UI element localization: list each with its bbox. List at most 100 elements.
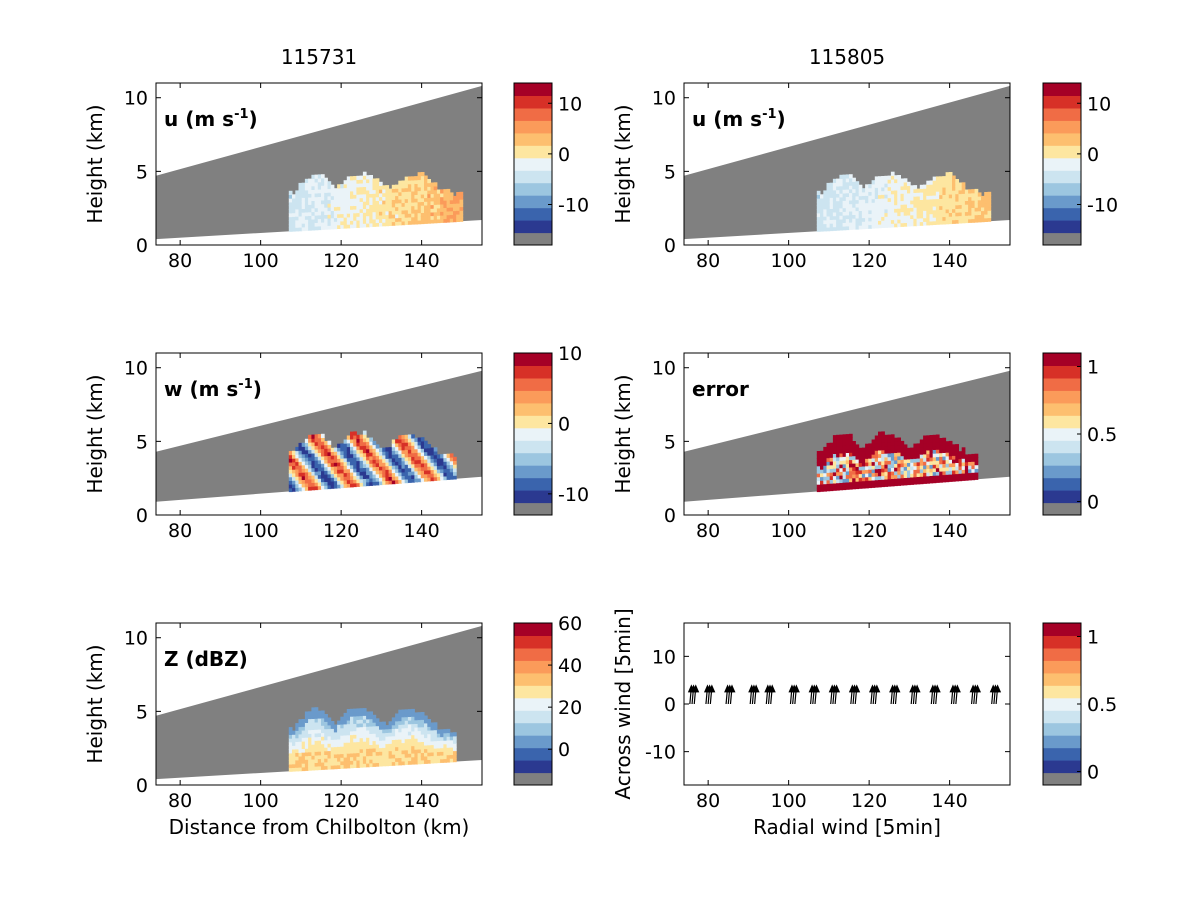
echo-cell [836,211,840,216]
echo-cell [288,476,293,481]
echo-cell [832,182,837,187]
echo-cell [903,218,908,223]
echo-cell [923,217,927,222]
echo-cell [952,462,956,467]
echo-cell [330,195,335,200]
echo-cell [958,200,963,206]
echo-cell [298,487,303,492]
echo-cell [894,182,898,187]
echo-cell [826,197,831,202]
echo-cell [414,456,419,461]
echo-cell [401,180,406,185]
echo-cell [395,746,399,751]
echo-cell [839,467,844,472]
echo-cell [440,729,444,734]
echo-cell [375,722,380,727]
echo-cell [424,759,428,764]
echo-cell [327,225,332,230]
colorbar-segment [514,95,552,109]
echo-cell [826,216,831,221]
echo-cell [308,740,312,745]
echo-cell [301,483,306,488]
echo-cell [314,733,319,738]
echo-cell [430,733,435,738]
echo-cell [350,176,354,181]
echo-cell [391,199,396,204]
echo-cell [304,471,309,477]
echo-cell [948,194,953,199]
echo-cell [327,724,332,730]
echo-cell [861,477,866,482]
echo-cell [919,199,924,204]
echo-cell [919,472,924,477]
echo-cell [295,759,299,765]
wind-arrow-head [913,684,921,693]
echo-cell [890,434,895,439]
echo-cell [317,437,322,442]
echo-cell [288,223,293,229]
echo-cell [929,435,934,440]
echo-cell [865,443,869,448]
echo-cell [369,762,373,768]
echo-cell [308,729,312,734]
echo-cell [391,761,396,766]
echo-cell [401,716,406,721]
echo-cell [849,207,853,212]
echo-cell [369,755,373,760]
echo-cell [340,187,344,192]
echo-cell [446,211,451,216]
colorbar-segment [1043,220,1081,234]
echo-cell [417,478,422,483]
echo-cell [433,755,438,760]
echo-cell [382,192,386,197]
echo-cell [443,729,448,734]
echo-cell [314,445,319,450]
echo-cell [894,456,898,461]
colorbar-tick-label: 60 [558,613,582,635]
echo-cell [948,186,953,191]
echo-cell [907,181,911,186]
echo-cell [845,185,850,190]
echo-cell [958,186,963,191]
y-tick-label: 0 [136,235,148,257]
echo-cell [427,215,431,220]
echo-cell [324,188,328,193]
echo-cell [369,178,373,183]
echo-cell [900,466,905,471]
echo-cell [317,181,322,186]
echo-cell [295,763,299,768]
echo-cell [327,732,332,737]
echo-cell [839,218,844,224]
echo-cell [981,199,985,204]
echo-cell [948,219,953,225]
echo-cell [842,189,847,194]
echo-cell [350,179,354,185]
echo-cell [832,197,837,202]
echo-cell [362,726,367,731]
echo-cell [939,445,943,450]
echo-cell [292,458,296,463]
echo-cell [919,184,924,189]
echo-cell [816,487,821,493]
echo-cell [453,210,457,215]
echo-cell [913,465,918,470]
echo-cell [427,462,431,467]
echo-cell [353,741,357,746]
echo-cell [855,188,860,193]
echo-cell [379,743,383,749]
echo-cell [453,732,457,737]
echo-cell [350,446,354,451]
echo-cell [288,756,293,761]
echo-cell [295,461,299,466]
colorbar-segment [1043,365,1081,379]
echo-cell [404,760,409,765]
echo-cell [868,213,872,218]
echo-cell [433,729,438,734]
echo-cell [327,181,332,186]
echo-cell [871,472,876,477]
echo-cell [401,742,406,747]
echo-cell [372,463,377,468]
echo-cell [935,445,940,450]
echo-cell [890,471,895,476]
echo-cell [427,179,431,184]
